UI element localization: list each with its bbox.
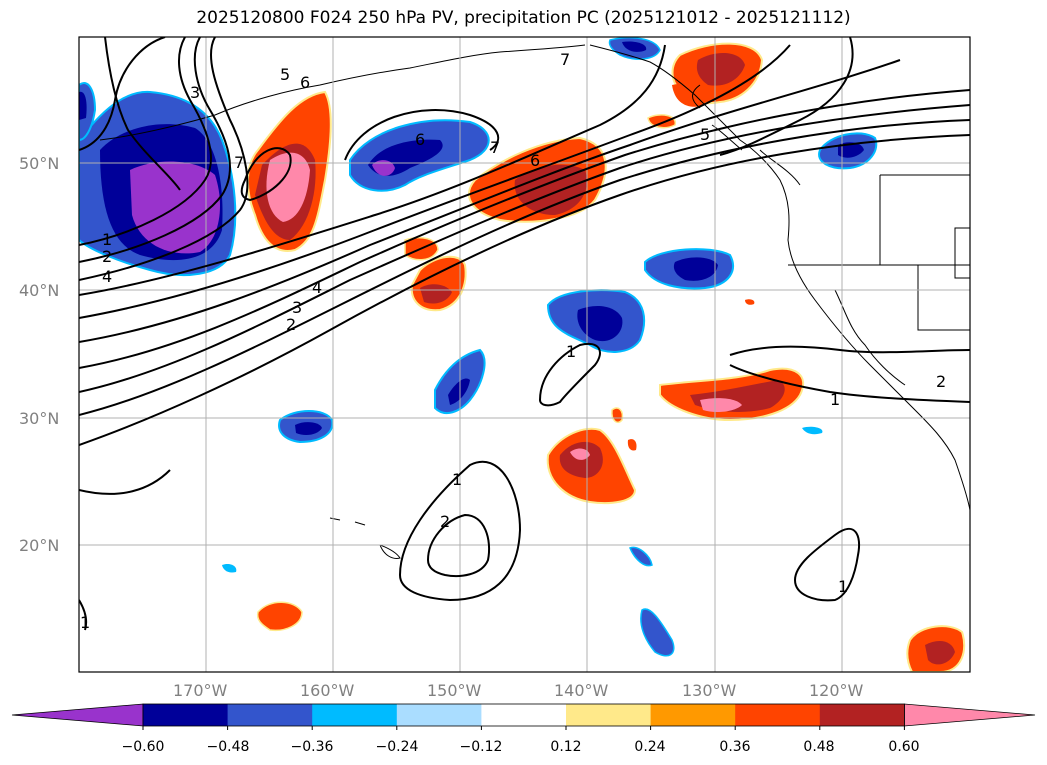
lat-label: 30°N [19,409,59,428]
lat-label: 20°N [19,536,59,555]
colorbar-frame [142,703,905,727]
gridlines [79,37,970,672]
contour-label: 2 [286,315,296,334]
contour-label: 2 [440,512,450,531]
colorbar-tick-label: 0.24 [634,739,665,755]
contour-label: 4 [102,267,112,286]
contour-label: 6 [300,73,310,92]
lon-label: 170°W [173,681,228,700]
lon-label: 150°W [427,681,482,700]
precip-anomaly-negative-small [222,563,237,573]
contour-label: 7 [560,50,570,69]
precip-anomaly-positive-alaska [608,37,764,129]
colorbar-swatch [650,704,736,726]
colorbar-extend-right [904,703,1036,727]
precip-anomaly-negative-coast-core [838,142,864,158]
colorbar-swatch [819,704,905,726]
precip-anomaly-negative-138w [629,546,653,567]
colorbar [11,703,1036,730]
precip-anomaly-negative-137w [640,608,675,657]
colorbar-swatch [481,704,567,726]
contour-label: 5 [700,125,710,144]
precip-anomaly-negative-140w [546,289,646,353]
contour-label: 6 [415,130,425,149]
longitude-labels: 170°W 160°W 150°W 140°W 130°W 120°W [173,681,864,700]
colorbar-tick-label: −0.36 [291,739,334,755]
colorbar-tick-label: −0.12 [460,739,503,755]
contour-label: 1 [102,230,112,249]
contour-label: 4 [312,278,322,297]
colorbar-tick-label: −0.24 [376,739,419,755]
contour-label: 3 [292,298,302,317]
colorbar-swatch [227,704,313,726]
precip-anomaly-positive-141w [546,407,637,505]
lat-label: 40°N [19,281,59,300]
colorbar-extend-left [11,703,144,727]
lon-label: 160°W [300,681,355,700]
colorbar-tick-label: 0.36 [719,739,750,755]
contour-label: 6 [530,151,540,170]
contour-label: 7 [234,153,244,172]
map-title: 2025120800 F024 250 hPa PV, precipitatio… [196,8,851,28]
colorbar-swatch [312,704,398,726]
precip-anomaly-negative-163w [278,410,334,444]
contour-label: 1 [838,577,848,596]
lon-label: 120°W [809,681,864,700]
precip-anomaly-negative-132w [644,248,734,290]
contour-label: 3 [190,83,200,102]
contour-label: 1 [452,470,462,489]
contour-label: 2 [936,372,946,391]
colorbar-tick-labels: −0.60 −0.48 −0.36 −0.24 −0.12 0.12 0.24 … [122,739,920,755]
colorbar-tick-label: −0.48 [207,739,250,755]
colorbar-swatch [143,704,229,726]
lat-label: 50°N [19,154,59,173]
colorbar-tick-label: 0.12 [550,739,581,755]
precip-anomaly-positive-165w [246,90,332,252]
pv-contours [79,37,970,631]
contour-label: 1 [566,342,576,361]
colorbar-tick-label: 0.60 [888,739,919,755]
precip-anomaly-positive-165w-20n [256,601,303,632]
precip-anomaly-positive-115w-core [925,640,955,665]
pv-contour-labels: 3 5 6 7 1 1 2 4 6 7 6 7 5 4 3 2 1 2 1 1 … [80,50,946,632]
colorbar-swatch [735,704,821,726]
precip-anomaly-negative-155w [349,119,490,192]
map-plot-area: 3 5 6 7 1 1 2 4 6 7 6 7 5 4 3 2 1 2 1 1 … [79,37,970,672]
contour-label: 7 [490,138,500,157]
precip-anomaly-positive-128w [659,367,805,422]
contour-label: 2 [102,247,112,266]
precip-anomaly-positive-small [745,299,755,305]
contour-label: 5 [280,65,290,84]
colorbar-swatch [566,704,652,726]
precip-anomaly-positive-148w [404,237,467,312]
colorbar-tick-label: −0.60 [122,739,165,755]
contour-label: 1 [80,613,90,632]
colorbar-tick-label: 0.48 [803,739,834,755]
map-border [78,36,971,673]
contour-label: 1 [830,390,840,409]
colorbar-swatch [396,704,482,726]
lon-label: 130°W [682,681,737,700]
latitude-labels: 50°N 40°N 30°N 20°N [19,154,59,555]
lon-label: 140°W [554,681,609,700]
precip-anomaly-negative-small2 [802,426,823,435]
